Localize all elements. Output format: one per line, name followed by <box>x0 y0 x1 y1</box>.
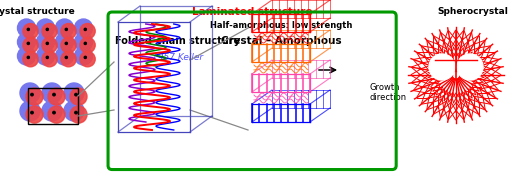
Circle shape <box>61 38 76 53</box>
Circle shape <box>80 51 95 67</box>
Circle shape <box>61 51 76 67</box>
Circle shape <box>31 93 33 96</box>
Circle shape <box>27 28 29 30</box>
Circle shape <box>46 28 48 30</box>
Circle shape <box>75 93 77 96</box>
Circle shape <box>36 47 54 65</box>
Circle shape <box>56 47 74 65</box>
Circle shape <box>84 28 86 30</box>
Circle shape <box>20 101 40 121</box>
Circle shape <box>26 106 43 123</box>
Circle shape <box>20 83 40 103</box>
Circle shape <box>53 111 55 114</box>
Circle shape <box>457 54 483 80</box>
Text: Laminated structure: Laminated structure <box>192 7 312 17</box>
Circle shape <box>70 88 87 105</box>
Circle shape <box>46 56 48 59</box>
Text: Half-amorphous: low strength: Half-amorphous: low strength <box>211 21 353 30</box>
Circle shape <box>31 111 33 114</box>
Circle shape <box>64 101 84 121</box>
Circle shape <box>75 33 93 51</box>
Circle shape <box>46 42 48 44</box>
Circle shape <box>42 38 57 53</box>
Circle shape <box>75 47 93 65</box>
Circle shape <box>42 51 57 67</box>
Text: 1957 Keller: 1957 Keller <box>152 53 203 62</box>
Circle shape <box>429 54 455 80</box>
Circle shape <box>80 38 95 53</box>
Circle shape <box>65 42 67 44</box>
Circle shape <box>23 23 38 39</box>
Circle shape <box>65 28 67 30</box>
Text: Crystal – Amorphous: Crystal – Amorphous <box>222 36 342 46</box>
Circle shape <box>42 101 62 121</box>
Circle shape <box>80 23 95 39</box>
Text: Growth
direction: Growth direction <box>369 83 406 102</box>
Circle shape <box>48 88 65 105</box>
Circle shape <box>64 83 84 103</box>
Circle shape <box>75 19 93 37</box>
Circle shape <box>70 106 87 123</box>
Circle shape <box>42 23 57 39</box>
Text: Spherocrystal: Spherocrystal <box>437 7 508 16</box>
Circle shape <box>36 19 54 37</box>
Circle shape <box>48 106 65 123</box>
Circle shape <box>61 23 76 39</box>
Circle shape <box>26 88 43 105</box>
Circle shape <box>17 19 35 37</box>
Circle shape <box>84 56 86 59</box>
Circle shape <box>457 54 483 80</box>
Circle shape <box>84 42 86 44</box>
Circle shape <box>53 93 55 96</box>
Circle shape <box>56 33 74 51</box>
Text: Crystal structure: Crystal structure <box>0 7 75 16</box>
Circle shape <box>36 33 54 51</box>
Circle shape <box>75 111 77 114</box>
Circle shape <box>23 38 38 53</box>
Circle shape <box>65 56 67 59</box>
Bar <box>28 88 78 124</box>
Circle shape <box>17 33 35 51</box>
Circle shape <box>27 56 29 59</box>
Circle shape <box>429 54 455 80</box>
Circle shape <box>27 42 29 44</box>
Circle shape <box>56 19 74 37</box>
Circle shape <box>23 51 38 67</box>
Circle shape <box>17 47 35 65</box>
Circle shape <box>42 83 62 103</box>
Text: Folded-chain structure: Folded-chain structure <box>115 36 240 46</box>
